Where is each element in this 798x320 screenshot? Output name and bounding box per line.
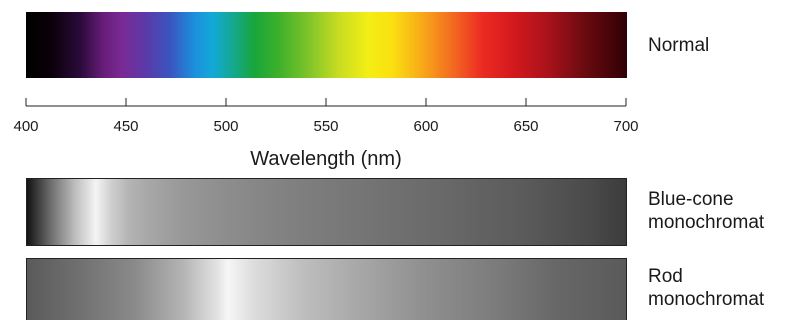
axis-tick-label: 700	[613, 118, 638, 135]
normal-label: Normal	[648, 34, 709, 57]
blue-cone-label-line-1: Blue-cone	[648, 189, 734, 210]
axis-tick-label: 450	[113, 118, 138, 135]
axis-tick-label: 500	[213, 118, 238, 135]
axis-tick-label: 600	[413, 118, 438, 135]
axis-title: Wavelength (nm)	[250, 148, 402, 170]
blue-cone-monochromat-bar	[26, 178, 627, 246]
wavelength-axis: 400 450 500 550 600 650 700 Wavelength (nm)	[13, 98, 639, 170]
rod-monochromat-label: Rod monochromat	[648, 265, 764, 311]
axis-tick-label: 650	[513, 118, 538, 135]
axis-tick-label: 550	[313, 118, 338, 135]
normal-label-line: Normal	[648, 35, 710, 56]
blue-cone-label-line-2: monochromat	[648, 212, 765, 233]
axis-tick-label: 400	[13, 118, 38, 135]
normal-spectrum-bar	[26, 12, 627, 78]
rod-label-line-1: Rod	[648, 266, 683, 287]
axis-ticks: 400 450 500 550 600 650 700	[13, 98, 639, 135]
blue-cone-monochromat-label: Blue-cone monochromat	[648, 188, 764, 234]
rod-label-line-2: monochromat	[648, 289, 765, 310]
rod-monochromat-bar	[26, 258, 627, 320]
